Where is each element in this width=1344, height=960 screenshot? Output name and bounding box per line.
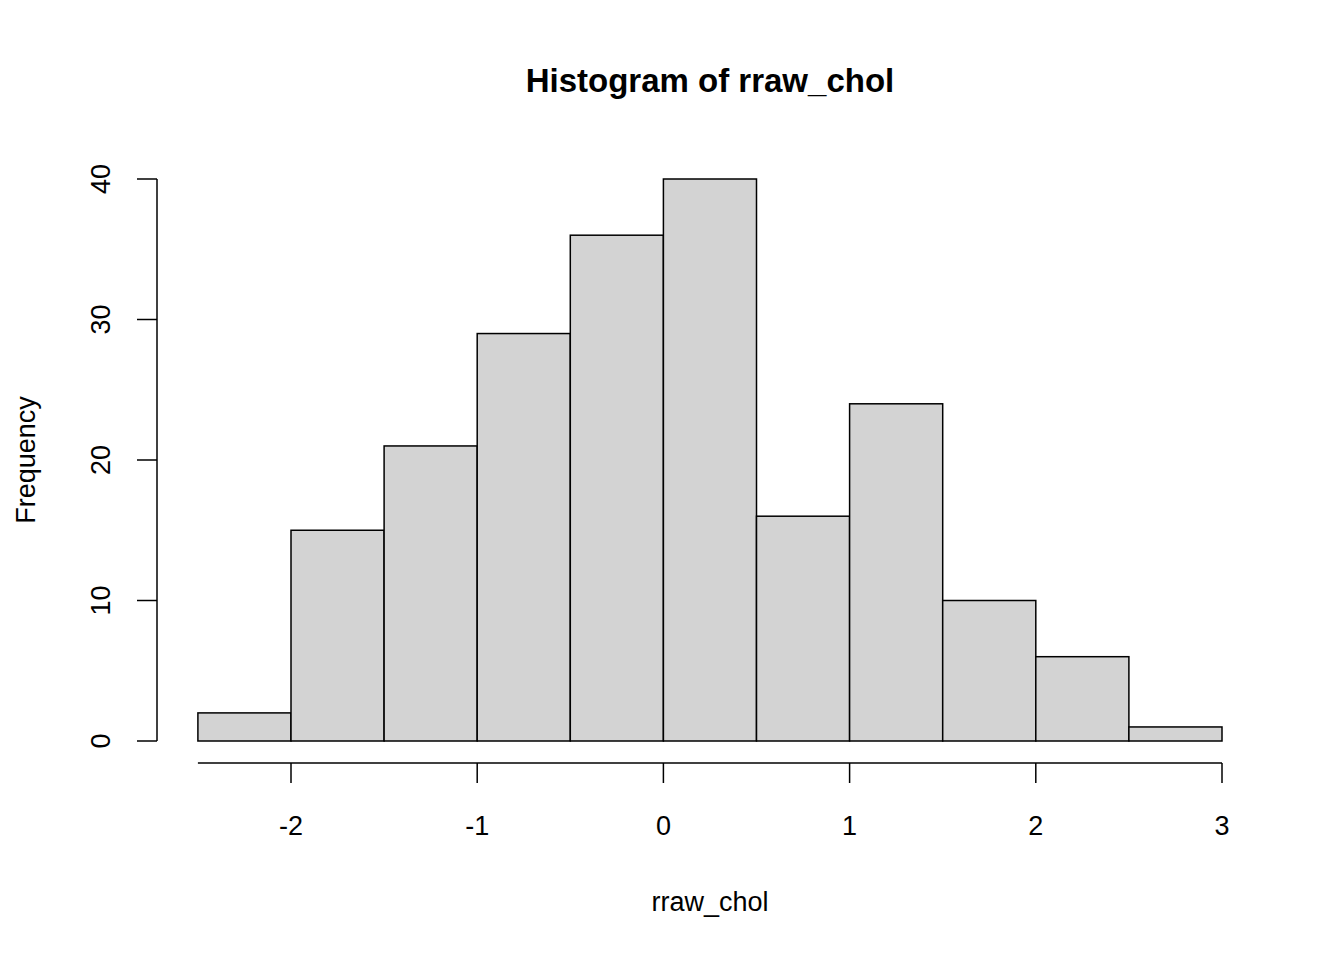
y-axis-label: Frequency <box>11 396 41 524</box>
histogram-bar <box>663 179 756 741</box>
y-tick-label: 20 <box>86 445 116 475</box>
histogram-bar <box>291 530 384 741</box>
histogram-bar <box>477 334 570 741</box>
x-tick <box>290 763 292 783</box>
histogram-bar <box>1129 727 1222 741</box>
x-tick-label: 0 <box>656 811 671 841</box>
histogram-bar <box>198 713 291 741</box>
histogram-bar <box>1036 657 1129 741</box>
y-tick-label: 10 <box>86 585 116 615</box>
histogram-bar <box>757 516 850 741</box>
x-tick <box>476 763 478 783</box>
histogram-bar <box>384 446 477 741</box>
histogram-bar <box>943 601 1036 742</box>
y-tick <box>137 459 157 461</box>
histogram-bar <box>570 235 663 741</box>
chart: -2-10123010203040Histogram of rraw_cholr… <box>0 0 1344 960</box>
bars <box>198 179 1222 741</box>
y-tick <box>137 740 157 742</box>
x-tick-label: -2 <box>279 811 303 841</box>
x-tick-label: 3 <box>1214 811 1229 841</box>
y-tick <box>137 319 157 321</box>
x-tick <box>1035 763 1037 783</box>
x-tick <box>849 763 851 783</box>
x-axis-label: rraw_chol <box>651 887 768 917</box>
y-tick <box>137 178 157 180</box>
x-tick <box>663 763 665 783</box>
x-axis-line <box>198 762 1222 764</box>
title: Histogram of rraw_chol <box>526 62 895 99</box>
x-tick <box>1221 763 1223 783</box>
x-tick-label: 2 <box>1028 811 1043 841</box>
x-tick-label: 1 <box>842 811 857 841</box>
y-tick-label: 40 <box>86 164 116 194</box>
histogram-bar <box>850 404 943 741</box>
y-tick-label: 30 <box>86 304 116 334</box>
y-tick <box>137 600 157 602</box>
y-tick-label: 0 <box>86 733 116 748</box>
x-tick-label: -1 <box>465 811 489 841</box>
